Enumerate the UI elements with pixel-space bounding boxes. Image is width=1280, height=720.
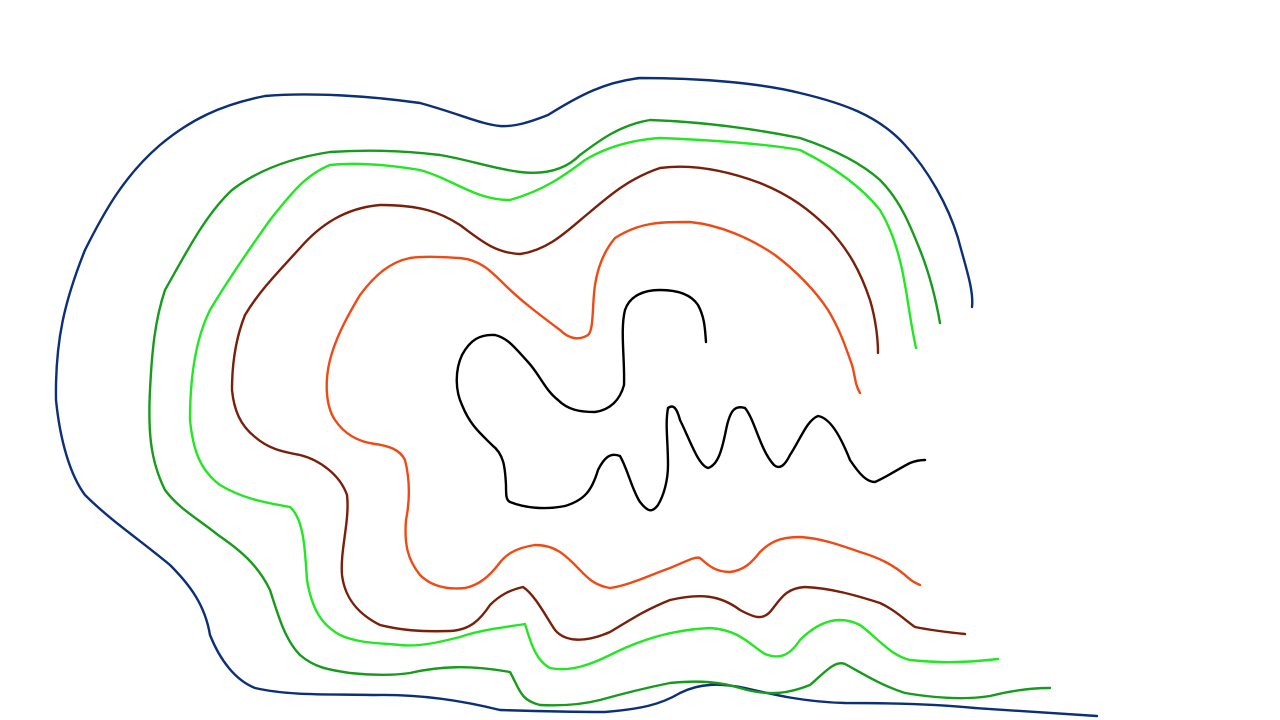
outer-navy-contour-line (56, 78, 1097, 716)
dark-green-contour-line (149, 120, 1050, 705)
orange-contour-line (327, 222, 920, 588)
brown-contour-line (232, 167, 965, 640)
light-green-contour-line (190, 138, 998, 669)
black-inner-squiggle-line (457, 290, 925, 510)
